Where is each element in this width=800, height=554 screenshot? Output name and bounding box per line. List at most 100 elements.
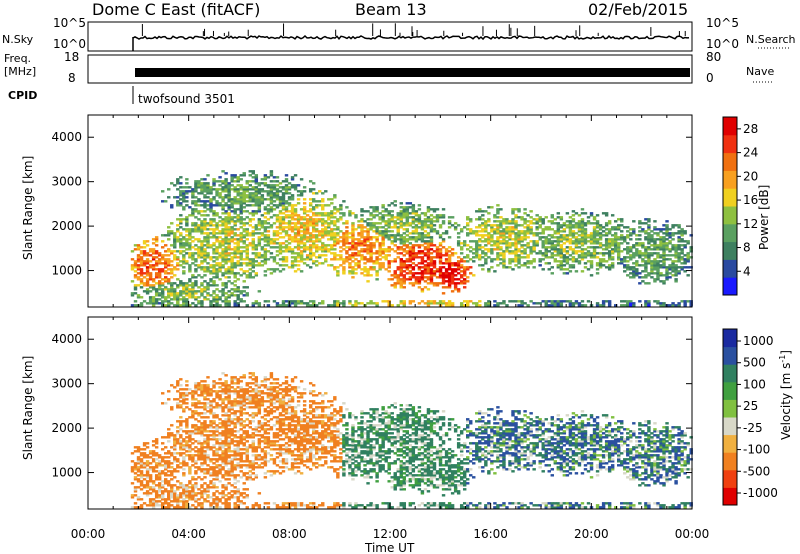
power-cell — [154, 288, 159, 291]
power-cell — [384, 248, 388, 251]
power-cell — [487, 240, 491, 243]
power-cell — [589, 238, 594, 241]
power-cell — [221, 182, 225, 185]
power-cell — [517, 216, 521, 219]
power-cell — [426, 252, 431, 255]
power-cell — [396, 216, 400, 219]
power-cell — [444, 304, 449, 307]
power-cell — [429, 240, 434, 243]
power-cell — [272, 238, 277, 241]
power-colorbar-tick: 20 — [743, 169, 758, 183]
power-cell — [351, 304, 355, 307]
power-cell — [496, 302, 500, 305]
power-cell — [393, 250, 397, 253]
power-cell — [151, 268, 156, 271]
power-cell — [311, 254, 316, 257]
power-cell — [284, 186, 289, 189]
power-cell — [610, 240, 615, 243]
velocity-cell — [188, 448, 192, 451]
power-cell — [182, 256, 186, 259]
velocity-cell — [200, 448, 204, 451]
velocity-cell — [197, 402, 201, 405]
power-cell — [248, 188, 252, 191]
power-cell — [644, 252, 648, 255]
power-cell — [650, 238, 654, 241]
power-cell — [224, 276, 228, 279]
power-cell — [444, 260, 449, 263]
velocity-cell — [176, 402, 180, 405]
power-cell — [438, 300, 443, 303]
power-cell — [435, 208, 440, 211]
power-cell — [272, 270, 277, 273]
power-cell — [469, 220, 473, 223]
velocity-cell — [145, 456, 150, 459]
power-cell — [333, 220, 337, 223]
power-cell — [635, 272, 639, 275]
power-cell — [342, 262, 346, 265]
power-cell — [315, 214, 319, 217]
power-cell — [263, 198, 268, 201]
power-cell — [387, 260, 391, 263]
power-cell — [604, 238, 609, 241]
velocity-cell — [133, 490, 138, 493]
power-cell — [227, 294, 231, 297]
power-cell — [447, 284, 452, 287]
power-cell — [145, 254, 150, 257]
power-cell — [224, 302, 228, 305]
power-cell — [592, 250, 597, 253]
velocity-cell — [145, 486, 150, 489]
power-cell — [435, 250, 440, 253]
power-cell — [429, 226, 434, 229]
power-cell — [514, 234, 518, 237]
power-cell — [266, 186, 271, 189]
power-cell — [145, 258, 150, 261]
power-cell — [302, 186, 307, 189]
power-cell — [568, 222, 573, 225]
power-cell — [299, 230, 304, 233]
power-cell — [157, 272, 162, 275]
power-cell — [251, 276, 256, 279]
power-cell — [544, 252, 548, 255]
power-cell — [251, 238, 256, 241]
power-cell — [287, 238, 292, 241]
power-cell — [197, 224, 201, 227]
velocity-cell — [203, 476, 207, 479]
velocity-cell — [145, 472, 150, 475]
power-cell — [366, 280, 370, 283]
power-cell — [308, 248, 313, 251]
power-cell — [360, 258, 364, 261]
power-cell — [659, 266, 663, 269]
velocity-cell — [151, 488, 156, 491]
power-cell — [354, 302, 358, 305]
velocity-cell — [191, 432, 195, 435]
power-cell — [487, 270, 491, 273]
power-cell — [502, 250, 506, 253]
power-cell — [230, 216, 234, 219]
power-cell — [562, 254, 567, 257]
power-cell — [230, 288, 234, 291]
power-cell — [604, 260, 609, 263]
power-cell — [154, 260, 159, 263]
power-cell — [251, 304, 256, 307]
power-cell — [604, 244, 609, 247]
power-cell — [626, 260, 630, 263]
power-cell — [559, 268, 564, 271]
power-cell — [426, 302, 431, 305]
power-cell — [595, 232, 600, 235]
power-cell — [574, 224, 579, 227]
power-cell — [438, 274, 443, 277]
power-cell — [411, 252, 416, 255]
power-cell — [227, 218, 231, 221]
power-cell — [170, 222, 174, 225]
power-cell — [227, 238, 231, 241]
power-cell — [517, 260, 521, 263]
velocity-cell — [151, 490, 156, 493]
power-cell — [656, 234, 660, 237]
power-cell — [381, 262, 385, 265]
velocity-cell — [182, 394, 186, 397]
power-cell — [227, 200, 231, 203]
power-cell — [626, 268, 630, 271]
velocity-cell — [203, 434, 207, 437]
power-cell — [230, 248, 234, 251]
power-cell — [568, 226, 573, 229]
